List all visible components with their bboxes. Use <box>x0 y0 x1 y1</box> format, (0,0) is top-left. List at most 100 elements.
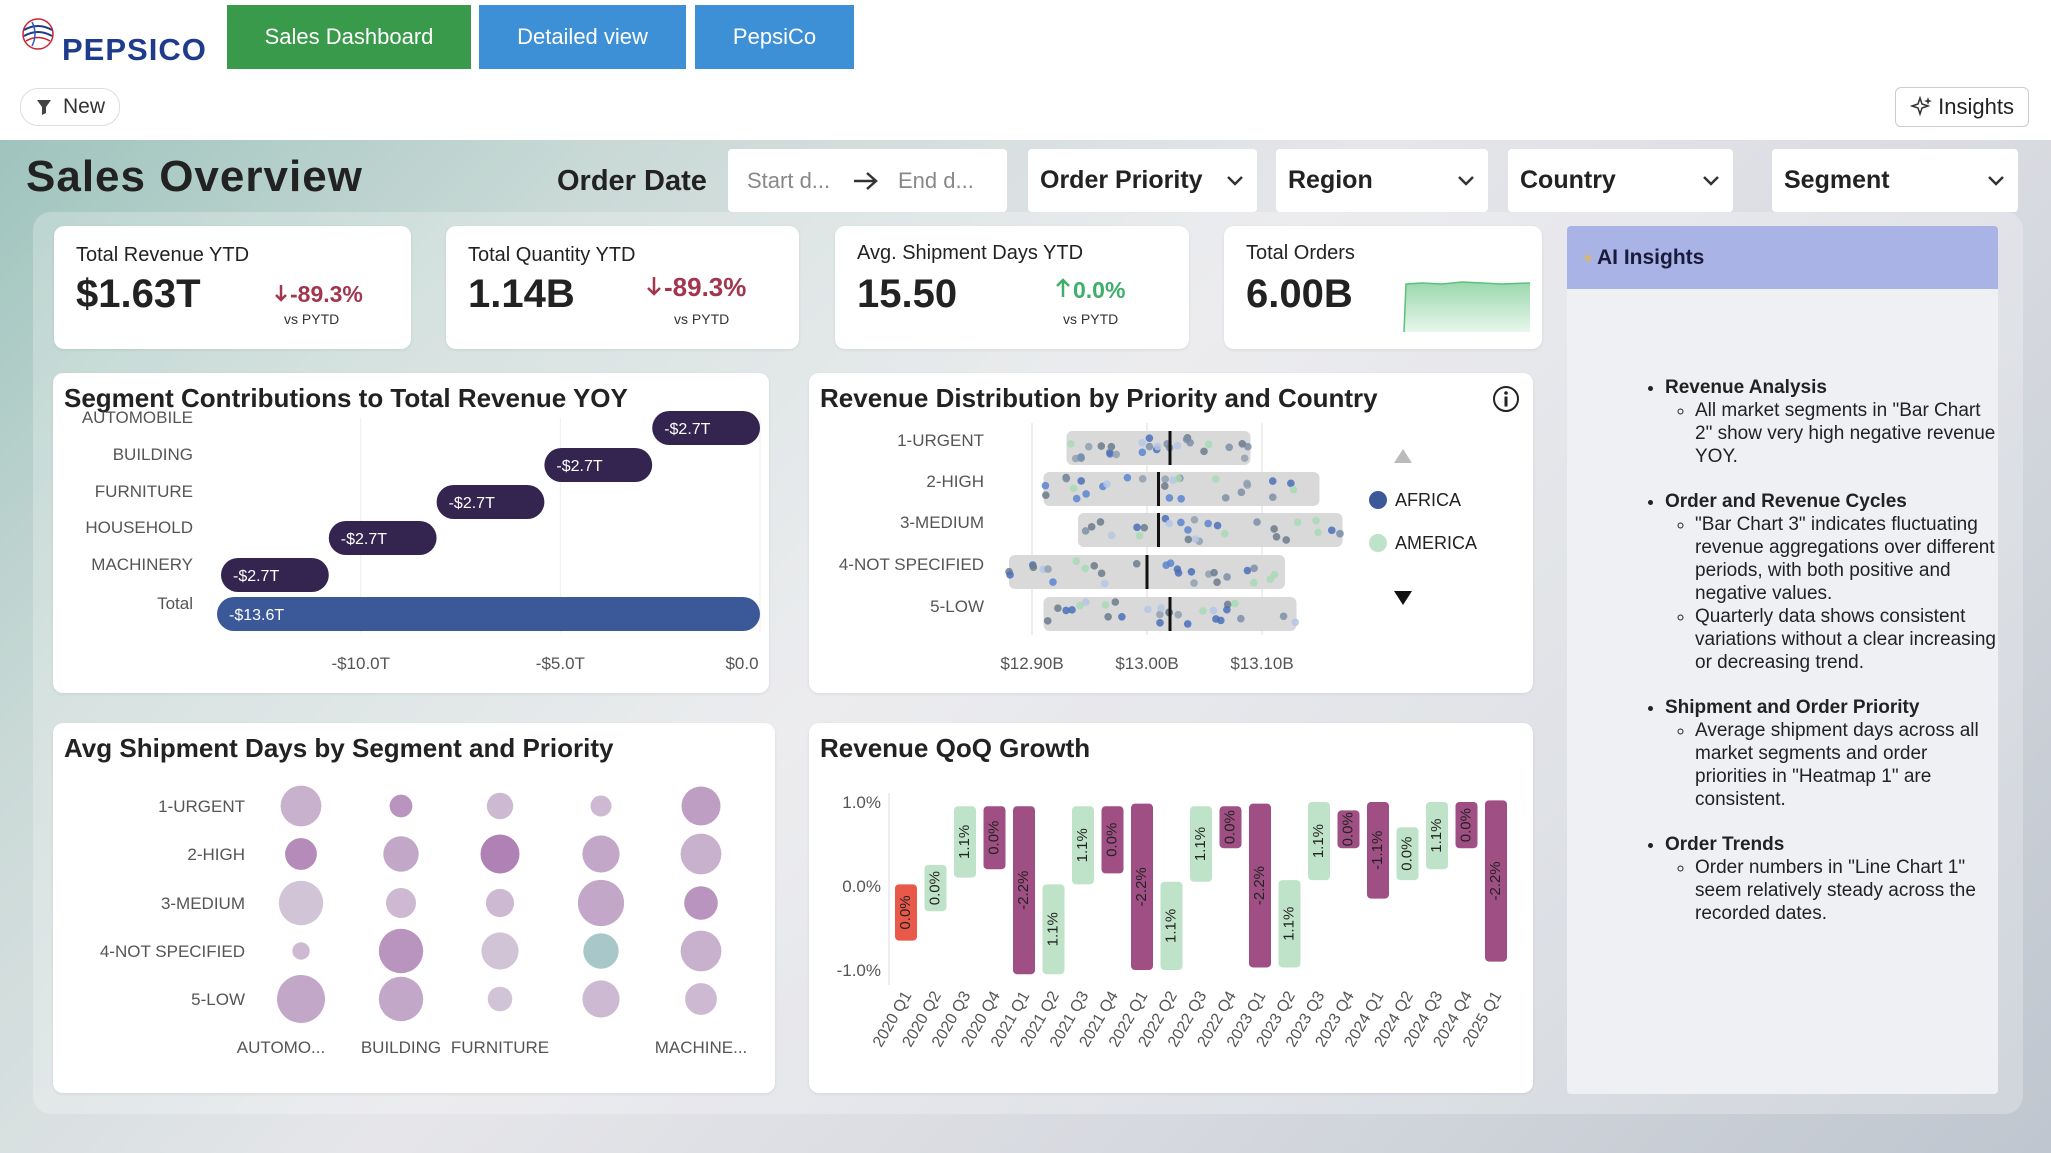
segment-label: Segment <box>1784 166 1890 194</box>
data-point <box>1006 571 1014 579</box>
insight-items: Average shipment days across all market … <box>1665 719 1998 811</box>
heatmap-cell <box>481 932 519 970</box>
data-point <box>1090 562 1099 570</box>
heatmap-cell <box>383 836 419 872</box>
category-label: 4-NOT SPECIFIED <box>839 555 984 574</box>
data-point <box>1253 518 1261 526</box>
order-priority-label: Order Priority <box>1040 166 1203 194</box>
kpi-card-total-orders: Total Orders 6.00B <box>1224 226 1542 349</box>
bar <box>1337 810 1360 849</box>
data-point <box>1174 474 1183 483</box>
data-label: 0.0% <box>985 821 1002 855</box>
data-point <box>1107 531 1116 540</box>
bar <box>1219 806 1242 849</box>
data-point <box>1210 568 1218 577</box>
data-point <box>1097 442 1106 450</box>
shipment-heatmap-card: Avg Shipment Days by Segment and Priorit… <box>53 723 775 1093</box>
kpi-delta: 0.0% <box>1073 277 1126 303</box>
data-point <box>1327 526 1336 535</box>
column-label: BUILDING <box>361 1038 441 1057</box>
end-date-input[interactable]: End d... <box>898 167 974 193</box>
data-point <box>1165 519 1174 528</box>
chevron-down-icon <box>1703 175 1719 186</box>
data-point <box>1145 442 1154 451</box>
insight-heading: Shipment and Order Priority <box>1665 697 1920 718</box>
data-label: 1.1% <box>1310 824 1327 858</box>
brand-logo[interactable]: PEPSICO <box>62 32 207 67</box>
data-point <box>1054 604 1062 612</box>
category-label: FURNITURE <box>95 482 193 501</box>
heatmap-cell <box>480 834 520 874</box>
category-label: AUTOMOBILE <box>82 408 193 427</box>
page-title: Sales Overview <box>26 152 363 201</box>
data-point <box>1191 535 1200 543</box>
insight-section: Shipment and Order PriorityAverage shipm… <box>1665 696 1998 811</box>
x-tick-label: $0.0 <box>725 654 758 673</box>
data-point <box>1072 494 1081 503</box>
data-point <box>1312 516 1320 525</box>
data-point <box>1082 490 1090 498</box>
data-label: -$2.7T <box>341 531 387 548</box>
data-point <box>1111 598 1120 606</box>
info-icon[interactable] <box>1491 384 1521 414</box>
nav-sales-dashboard-button[interactable]: Sales Dashboard <box>227 5 471 69</box>
bar <box>1455 802 1478 849</box>
row-label: 1-URGENT <box>158 797 245 816</box>
category-label: HOUSEHOLD <box>85 518 193 537</box>
segment-dropdown[interactable]: Segment <box>1772 149 2018 212</box>
order-priority-dropdown[interactable]: Order Priority <box>1028 149 1257 212</box>
legend-marker <box>1369 491 1387 509</box>
start-date-input[interactable]: Start d... <box>747 167 831 193</box>
data-point <box>1244 442 1252 451</box>
data-point <box>1184 526 1192 534</box>
kpi-label: Total Quantity YTD <box>468 244 636 266</box>
insight-heading: Order and Revenue Cycles <box>1665 491 1907 512</box>
bar <box>217 597 760 631</box>
heatmap-cell <box>485 888 515 918</box>
data-point <box>1133 523 1141 532</box>
heatmap-cell <box>277 975 325 1023</box>
bar <box>924 865 947 912</box>
data-point <box>1138 439 1146 447</box>
data-point <box>1029 563 1038 572</box>
ai-insights-panel: AI Insights Revenue AnalysisAll market s… <box>1567 226 1998 1094</box>
data-label: 1.1% <box>1192 827 1209 861</box>
kpi-label: Total Revenue YTD <box>76 244 250 266</box>
kpi-value: $1.63T <box>76 272 201 316</box>
bar <box>1013 806 1035 975</box>
heatmap-cell <box>582 980 620 1018</box>
shipment-heatmap-chart: 1-URGENT 2-HIGH 3-MEDIUM 4-NOT SPECIFIED 5-L… <box>100 785 747 1057</box>
nav-pepsico-button[interactable]: PepsiCo <box>695 5 854 69</box>
insights-list: Revenue AnalysisAll market segments in "… <box>1567 376 1998 925</box>
insights-button[interactable]: Insights <box>1895 87 2029 127</box>
data-point <box>1077 454 1085 463</box>
data-point <box>1162 561 1170 569</box>
data-point <box>1182 435 1191 444</box>
legend-scroll-up-icon <box>1394 449 1412 463</box>
nav-detailed-view-button[interactable]: Detailed view <box>479 5 686 69</box>
order-date-range[interactable]: Start d... End d... <box>728 149 1007 212</box>
data-point <box>1237 614 1245 623</box>
data-point <box>1238 439 1247 448</box>
data-point <box>1081 527 1090 535</box>
data-label: 0.0% <box>1221 810 1238 844</box>
data-label: 0.0% <box>1103 823 1120 857</box>
category-label: MACHINERY <box>91 555 193 574</box>
data-point <box>1211 475 1220 483</box>
data-point <box>1204 519 1212 528</box>
data-point <box>1199 607 1207 615</box>
y-tick-label: 0.0% <box>842 877 881 896</box>
heatmap-cell <box>583 933 619 969</box>
filter-new-button[interactable]: New <box>20 88 121 126</box>
kpi-label: Avg. Shipment Days YTD <box>857 242 1084 264</box>
segment-contributions-card: Segment Contributions to Total Revenue Y… <box>53 373 769 693</box>
data-point <box>1231 599 1239 608</box>
bar <box>1426 802 1448 870</box>
data-point <box>1183 620 1192 628</box>
data-label: -2.2% <box>1133 867 1150 906</box>
data-point <box>1287 479 1295 488</box>
region-dropdown[interactable]: Region <box>1276 149 1488 212</box>
country-dropdown[interactable]: Country <box>1508 149 1733 212</box>
data-point <box>1243 566 1252 575</box>
data-point <box>1225 443 1233 452</box>
